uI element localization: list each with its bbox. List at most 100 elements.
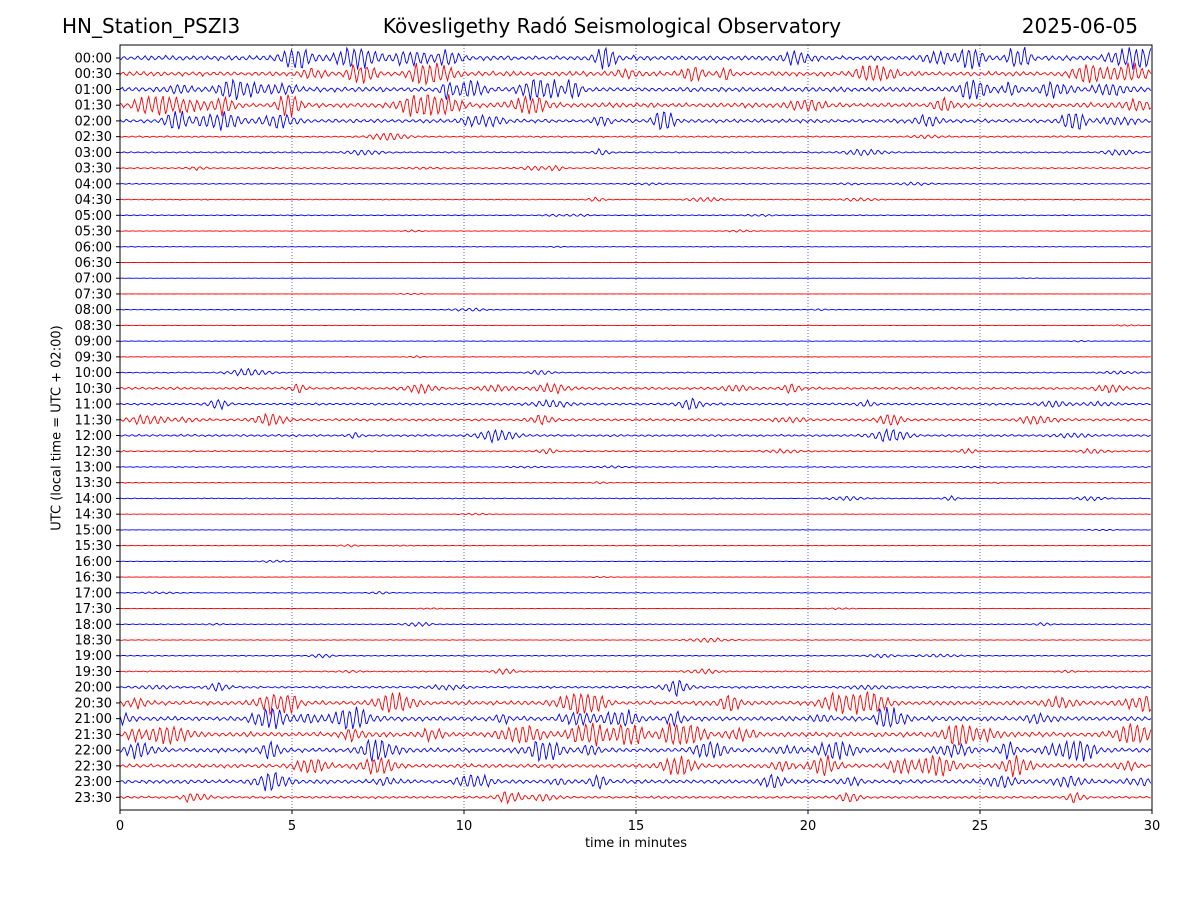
y-tick-label: 04:30 xyxy=(75,193,112,208)
y-tick-label: 16:00 xyxy=(75,555,112,570)
y-tick-label: 07:30 xyxy=(75,287,112,302)
y-tick-label: 23:00 xyxy=(75,775,112,790)
trace-2000 xyxy=(119,679,1151,698)
y-axis-label: UTC (local time = UTC + 02:00) xyxy=(49,325,65,531)
trace-1730 xyxy=(119,607,1151,610)
trace-1230 xyxy=(119,447,1151,455)
trace-1000 xyxy=(119,367,1151,377)
y-tick-label: 19:30 xyxy=(75,665,112,680)
y-tick-label: 15:30 xyxy=(75,539,112,554)
x-axis-label: time in minutes xyxy=(584,836,688,851)
x-tick-label: 0 xyxy=(116,819,124,834)
trace-1600 xyxy=(119,559,1151,564)
y-tick-label: 17:30 xyxy=(75,602,112,617)
trace-0100 xyxy=(119,78,1152,101)
trace-0530 xyxy=(119,229,1151,233)
chart-title: Kövesligethy Radó Seismological Observat… xyxy=(382,14,842,38)
trace-0900 xyxy=(119,340,1151,343)
trace-1630 xyxy=(119,575,1151,579)
y-tick-label: 11:00 xyxy=(75,398,112,413)
y-tick-label: 17:00 xyxy=(75,586,112,601)
trace-2300 xyxy=(119,771,1152,792)
y-tick-label: 00:00 xyxy=(75,52,112,67)
y-tick-label: 11:30 xyxy=(75,413,112,428)
y-tick-label: 21:30 xyxy=(75,728,112,743)
y-tick-label: 16:30 xyxy=(75,571,112,586)
y-tick-label: 04:00 xyxy=(75,177,112,192)
trace-1930 xyxy=(119,668,1151,676)
y-tick-label: 22:00 xyxy=(75,744,112,759)
y-tick-label: 14:30 xyxy=(75,508,112,523)
trace-0330 xyxy=(119,164,1151,172)
trace-0500 xyxy=(119,213,1151,218)
date-label: 2025-06-05 xyxy=(1021,14,1138,38)
y-tick-label: 02:00 xyxy=(75,114,112,129)
trace-2230 xyxy=(119,754,1152,778)
y-tick-label: 03:00 xyxy=(75,146,112,161)
trace-0930 xyxy=(119,355,1151,359)
y-tick-label: 13:00 xyxy=(75,460,112,475)
trace-1130 xyxy=(119,412,1152,427)
station-name: HN_Station_PSZI3 xyxy=(62,14,241,38)
y-tick-label: 19:00 xyxy=(75,649,112,664)
y-tick-label: 03:30 xyxy=(75,162,112,177)
trace-1500 xyxy=(119,528,1151,532)
y-tick-label: 21:00 xyxy=(75,712,112,727)
y-tick-label: 14:00 xyxy=(75,492,112,507)
trace-1430 xyxy=(119,512,1151,516)
trace-0000 xyxy=(119,46,1152,70)
trace-0130 xyxy=(119,94,1152,118)
y-tick-label: 12:00 xyxy=(75,429,112,444)
y-tick-label: 10:00 xyxy=(75,366,112,381)
y-tick-label: 00:30 xyxy=(75,67,112,82)
trace-1830 xyxy=(119,637,1151,644)
y-tick-label: 06:30 xyxy=(75,256,112,271)
y-tick-label: 07:00 xyxy=(75,272,112,287)
trace-1200 xyxy=(119,427,1151,444)
trace-0300 xyxy=(119,147,1151,156)
x-tick-label: 30 xyxy=(1144,819,1161,834)
y-tick-label: 12:30 xyxy=(75,445,112,460)
y-tick-label: 08:00 xyxy=(75,303,112,318)
trace-0800 xyxy=(119,307,1151,312)
y-tick-label: 18:30 xyxy=(75,634,112,649)
y-tick-label: 05:00 xyxy=(75,209,112,224)
y-tick-label: 20:00 xyxy=(75,681,112,696)
trace-0830 xyxy=(119,324,1151,327)
trace-1330 xyxy=(119,481,1151,485)
y-tick-label: 06:00 xyxy=(75,240,112,255)
trace-1100 xyxy=(119,397,1151,411)
x-tick-label: 20 xyxy=(800,819,817,834)
trace-0730 xyxy=(120,292,1151,296)
trace-1530 xyxy=(120,543,1151,548)
y-tick-label: 01:00 xyxy=(75,83,112,98)
y-tick-label: 18:00 xyxy=(75,618,112,633)
y-tick-label: 09:30 xyxy=(75,350,112,365)
trace-1700 xyxy=(119,590,1151,595)
trace-1300 xyxy=(119,465,1151,469)
y-tick-label: 22:30 xyxy=(75,759,112,774)
trace-0200 xyxy=(119,110,1152,131)
trace-1030 xyxy=(119,381,1151,395)
trace-1900 xyxy=(119,653,1151,659)
trace-0600 xyxy=(119,245,1151,248)
trace-1400 xyxy=(120,495,1151,502)
y-tick-label: 15:00 xyxy=(75,523,112,538)
y-tick-label: 20:30 xyxy=(75,696,112,711)
x-tick-label: 15 xyxy=(628,819,645,834)
y-tick-label: 08:30 xyxy=(75,319,112,334)
y-tick-label: 02:30 xyxy=(75,130,112,145)
trace-1800 xyxy=(119,621,1151,628)
y-tick-label: 13:30 xyxy=(75,476,112,491)
y-tick-label: 05:30 xyxy=(75,225,112,240)
trace-2100 xyxy=(119,706,1152,730)
y-tick-label: 01:30 xyxy=(75,99,112,114)
trace-0430 xyxy=(119,196,1151,203)
x-tick-label: 5 xyxy=(288,819,296,834)
y-tick-label: 23:30 xyxy=(75,791,112,806)
trace-2200 xyxy=(119,738,1152,763)
trace-0400 xyxy=(119,181,1151,187)
y-tick-label: 09:00 xyxy=(75,335,112,350)
trace-0230 xyxy=(119,132,1151,141)
